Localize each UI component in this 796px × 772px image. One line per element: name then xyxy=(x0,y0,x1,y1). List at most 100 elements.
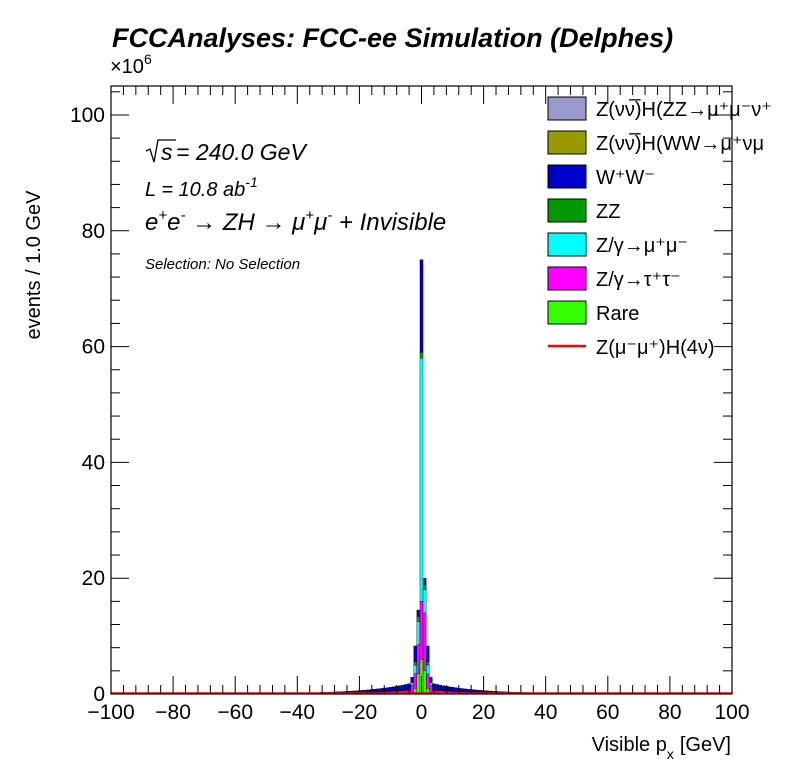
histogram-bars xyxy=(233,259,610,695)
bar-ww xyxy=(391,686,396,691)
bar-zz xyxy=(419,352,424,359)
y-tick-label: 100 xyxy=(70,104,105,127)
bar-ww xyxy=(354,690,359,693)
bar-ww xyxy=(366,689,371,693)
bar-mumu xyxy=(410,682,414,686)
x-tick-label: 0 xyxy=(416,701,428,724)
bar-tautau xyxy=(429,685,433,693)
bar-ww xyxy=(438,684,442,691)
bar-ww xyxy=(435,684,439,690)
bar-tautau xyxy=(419,601,424,660)
x-tick-label: −60 xyxy=(217,701,253,724)
bar-ww xyxy=(425,645,430,662)
y-tick-label: 60 xyxy=(82,336,105,359)
bar-tautau xyxy=(425,673,430,689)
bar-rare xyxy=(422,670,427,695)
bar-ww xyxy=(429,677,433,683)
svg-text:= 240.0 GeV: = 240.0 GeV xyxy=(176,139,308,165)
bar-ww xyxy=(478,690,483,693)
x-tick-label: −20 xyxy=(342,701,378,724)
bar-ww xyxy=(472,689,477,693)
bar-ww xyxy=(376,688,380,692)
x-tick-label: 80 xyxy=(658,701,681,724)
legend-label: Z(νν̅)H(ZZ→μ⁺μ⁻ν⁺ xyxy=(596,98,772,121)
legend-label: Z(μ⁻μ⁺)H(4ν) xyxy=(596,337,715,359)
bar-ww xyxy=(379,688,383,692)
bar-mumu xyxy=(413,664,418,674)
legend-label: W⁺W⁻ xyxy=(596,167,655,189)
bar-mumu xyxy=(416,621,421,645)
bar-ww xyxy=(422,578,427,585)
legend-swatch xyxy=(547,96,587,121)
bar-ww xyxy=(404,684,408,690)
bar-ww xyxy=(419,259,424,353)
bar-ww xyxy=(360,690,365,693)
bar-ww xyxy=(460,688,464,692)
bar-zz xyxy=(422,584,427,590)
legend-label: Rare xyxy=(596,303,639,325)
bar-ww xyxy=(441,685,445,691)
x-tick-label: 100 xyxy=(714,701,749,724)
bar-mumu xyxy=(419,357,424,602)
bar-ww xyxy=(416,609,421,617)
annotation-selection: Selection: No Selection xyxy=(145,256,300,273)
bar-zz xyxy=(425,661,430,666)
bar-zz xyxy=(416,616,421,622)
x-axis: −100 −80 −60 −40 −20 0 20 40 60 80 100 xyxy=(87,86,750,724)
legend: Z(νν̅)H(ZZ→μ⁺μ⁻ν⁺ Z(νν̅)H(WW→μ⁺νμ W⁺W⁻ ZZ Z/… xyxy=(547,96,772,359)
x-tick-label: 60 xyxy=(596,701,619,724)
bar-ww xyxy=(363,689,368,693)
bar-tautau xyxy=(410,685,414,693)
x-tick-label: −80 xyxy=(155,701,191,724)
chart-title: FCCAnalyses: FCC-ee Simulation (Delphes) xyxy=(112,23,673,53)
legend-swatch xyxy=(547,232,587,257)
x-tick-label: 40 xyxy=(534,701,557,724)
x-tick-label: 20 xyxy=(472,701,495,724)
bar-ww xyxy=(401,684,405,691)
bar-ww xyxy=(413,645,418,662)
bar-ww xyxy=(398,685,402,691)
bar-tautau xyxy=(416,644,421,674)
x-axis-label: Visible px [GeV] xyxy=(592,734,731,762)
bar-rare xyxy=(416,673,421,695)
legend-label: Z/γ→τ⁺τ⁻ xyxy=(596,269,681,291)
x-tick-label: −40 xyxy=(279,701,315,724)
legend-swatch xyxy=(547,198,587,223)
annotation-lumi: L = 10.8 ab-1 xyxy=(145,174,258,201)
legend-label: ZZ xyxy=(596,201,620,223)
bar-ww xyxy=(450,687,455,692)
bar-mumu xyxy=(422,589,427,614)
y-tick-label: 40 xyxy=(82,451,105,474)
bar-ww xyxy=(463,688,467,692)
bar-ww xyxy=(410,677,414,683)
legend-label: Z(νν̅)H(WW→μ⁺νμ xyxy=(596,132,764,155)
svg-text:s: s xyxy=(161,139,173,165)
bar-tautau xyxy=(422,612,427,672)
bar-ww xyxy=(484,690,489,693)
legend-swatch xyxy=(547,300,587,325)
bar-ww xyxy=(466,689,470,693)
y-tick-label: 0 xyxy=(93,683,105,706)
y-tick-label: 20 xyxy=(82,567,105,590)
bar-mumu xyxy=(429,682,433,686)
annotation-sqrt-s: s = 240.0 GeV xyxy=(145,139,308,165)
bar-zz xyxy=(413,661,418,666)
y-tick-label: 80 xyxy=(82,220,105,243)
x-tick-label: −100 xyxy=(87,701,134,724)
bar-tautau xyxy=(413,673,418,689)
bar-ww xyxy=(373,689,377,693)
annotation-process: e+e- → ZH → μ+μ- + Invisible xyxy=(145,207,446,236)
bar-mumu xyxy=(425,664,430,674)
bar-ww xyxy=(385,687,390,692)
legend-swatch xyxy=(547,130,587,155)
y-axis-label: events / 1.0 GeV xyxy=(23,190,45,340)
bar-ww xyxy=(475,689,480,693)
legend-swatch xyxy=(547,164,587,189)
y-multiplier: ×106 xyxy=(110,51,152,78)
legend-label: Z/γ→μ⁺μ⁻ xyxy=(596,235,688,257)
bar-ww xyxy=(388,687,393,692)
y-axis: 0 20 40 60 80 100 xyxy=(70,91,732,706)
bar-ww xyxy=(447,686,452,691)
sqrt-symbol xyxy=(145,139,176,163)
